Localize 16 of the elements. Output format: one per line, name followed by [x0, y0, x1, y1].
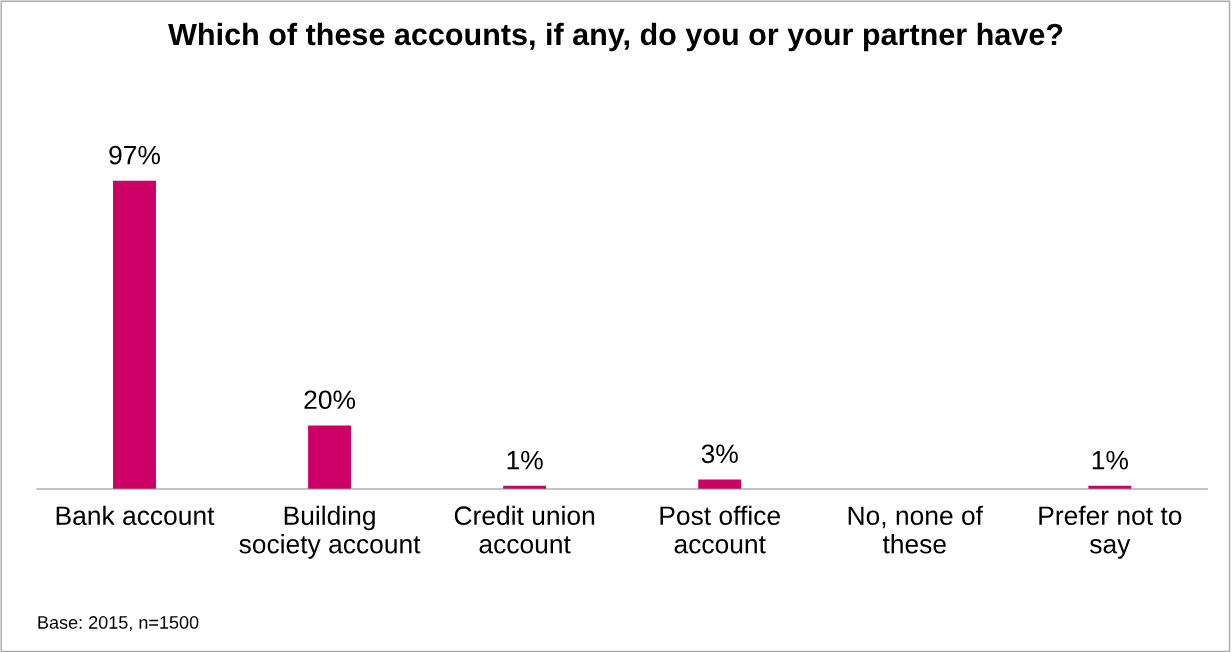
text: Base: 2015, n=1500 — [38, 616, 199, 631]
x-tick-label: Post office account — [660, 505, 780, 554]
x-tick-label: Credit union account — [454, 505, 595, 554]
x-tick-label: No, none of these — [848, 505, 984, 554]
bar — [698, 479, 742, 489]
data-label: 1% — [1092, 450, 1128, 470]
data-label: 20% — [304, 390, 356, 410]
data-label: 3% — [701, 444, 738, 464]
x-tick-label: Building society account — [239, 505, 421, 559]
bar — [308, 425, 352, 489]
x-tick-label: Bank account — [56, 505, 215, 526]
data-label: 1% — [507, 450, 543, 470]
bar — [113, 180, 156, 489]
data-label: 97% — [109, 145, 160, 165]
x-tick-label: Prefer not to say — [1039, 505, 1182, 559]
chart-title: Which of these accounts, if any, do you or your partner have? — [168, 22, 1063, 52]
